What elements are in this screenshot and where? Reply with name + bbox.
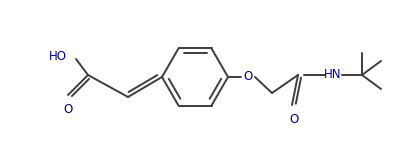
Text: O: O (289, 113, 299, 126)
Text: O: O (243, 71, 252, 83)
Text: O: O (63, 103, 73, 116)
Text: HN: HN (324, 69, 342, 81)
Text: HO: HO (49, 49, 67, 63)
